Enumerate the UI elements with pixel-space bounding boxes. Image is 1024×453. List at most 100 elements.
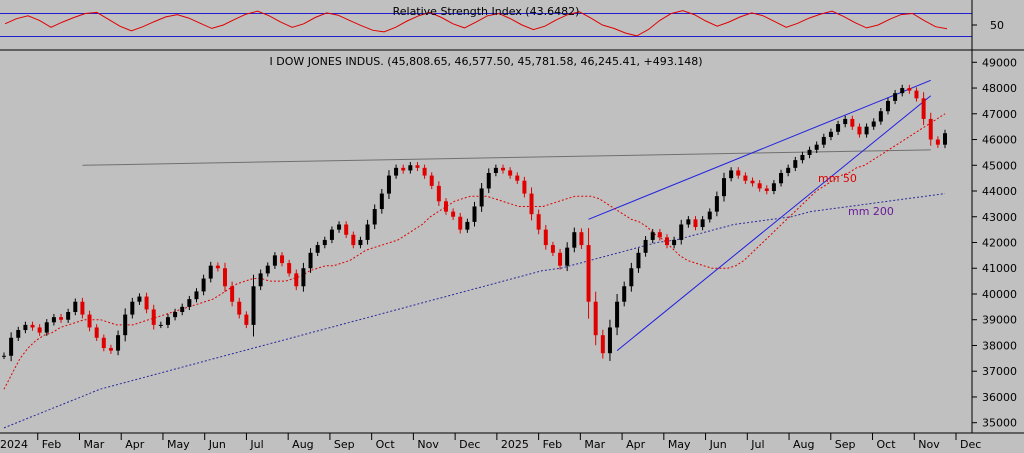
price-candle [87, 314, 92, 328]
main-title: I DOW JONES INDUS. (45,808.65, 46,577.50… [270, 55, 703, 68]
main-x-axis: 2024 Feb Mar Apr May Jun Jul Aug Sep Oct Nov Dec 202… [0, 433, 981, 451]
x-tick-label: Aug [793, 438, 814, 451]
mm200-label: mm 200 [848, 205, 894, 218]
price-candle [536, 214, 541, 230]
price-candle [287, 263, 292, 274]
price-candle [51, 317, 56, 323]
x-tick-label: Apr [125, 438, 145, 451]
price-candle [358, 239, 363, 246]
y-tick-label: 42000 [982, 237, 1017, 250]
price-candle [337, 224, 342, 230]
price-candle [793, 160, 798, 168]
price-candle [351, 234, 356, 246]
price-candle [607, 327, 612, 354]
price-candle [194, 291, 199, 300]
price-candle [465, 221, 470, 230]
y-tick-label: 49000 [982, 56, 1017, 69]
price-candle [650, 232, 655, 240]
x-tick-label: Feb [543, 438, 562, 451]
price-candle [173, 312, 178, 318]
x-tick-label: Dec [459, 438, 480, 451]
price-candle [543, 229, 548, 246]
mm200-line [3, 193, 946, 429]
y-tick-label: 48000 [982, 82, 1017, 95]
price-candle [857, 126, 862, 135]
price-candle [244, 314, 249, 325]
rsi-y-axis: 50 [972, 19, 1004, 32]
price-candle [757, 183, 762, 189]
price-candle [907, 88, 912, 91]
x-tick-label: Mar [83, 438, 104, 451]
price-candle [322, 239, 327, 246]
price-candle [679, 224, 684, 240]
price-candle [700, 219, 705, 228]
y-tick-label: 36000 [982, 391, 1017, 404]
price-candle [208, 265, 213, 279]
price-candle [101, 337, 106, 349]
x-tick-label: May [668, 438, 691, 451]
price-candle [80, 301, 85, 315]
price-candle [779, 172, 784, 184]
price-candle [814, 144, 819, 150]
price-candle [522, 180, 527, 194]
price-candle [579, 232, 584, 246]
trendline-0 [82, 149, 931, 166]
price-candle [914, 90, 919, 99]
price-candle [850, 118, 855, 127]
price-candle [707, 211, 712, 220]
price-candle [550, 245, 555, 253]
price-candle [821, 136, 826, 145]
price-candle [600, 335, 605, 354]
price-candle [422, 167, 427, 176]
x-tick-label: Oct [376, 438, 396, 451]
price-series [2, 84, 947, 362]
price-candle [558, 252, 563, 266]
price-candle [386, 175, 391, 194]
price-candle [479, 188, 484, 207]
x-tick-label: Jul [750, 438, 764, 451]
x-tick-label: Sep [334, 438, 355, 451]
price-candle [493, 167, 498, 173]
price-candle [265, 265, 270, 274]
price-candle [722, 178, 727, 197]
x-tick-label: Oct [877, 438, 897, 451]
y-tick-label: 40000 [982, 288, 1017, 301]
price-candle [37, 327, 42, 333]
price-candle [786, 167, 791, 173]
price-candle [935, 139, 940, 145]
price-candle [116, 335, 121, 351]
mm200-series [3, 193, 946, 429]
y-tick-label: 39000 [982, 314, 1017, 327]
price-candle [636, 252, 641, 269]
price-candle [664, 237, 669, 246]
price-candle [66, 312, 71, 320]
price-candle [165, 317, 170, 325]
x-tick-label: Nov [918, 438, 940, 451]
x-tick-label: Feb [42, 438, 61, 451]
price-candle [2, 355, 6, 357]
price-candle [137, 296, 142, 302]
price-candle [151, 309, 156, 325]
price-candle [344, 224, 349, 235]
rsi-tick-label: 50 [990, 19, 1004, 32]
price-candle [372, 209, 377, 225]
price-candle [878, 111, 883, 122]
price-candle [23, 324, 28, 331]
price-candle [836, 124, 841, 132]
price-candle [629, 268, 634, 287]
y-tick-label: 43000 [982, 211, 1017, 224]
price-candle [586, 245, 591, 302]
price-candle [401, 167, 406, 171]
x-tick-label: 2024 [0, 438, 28, 451]
price-candle [729, 170, 734, 179]
trendlines [82, 79, 932, 352]
price-candle [130, 301, 135, 315]
price-candle [686, 219, 691, 225]
price-candle [943, 133, 947, 145]
price-candle [415, 165, 420, 168]
price-candle [657, 232, 662, 238]
price-candle [736, 170, 741, 176]
price-candle [451, 211, 456, 217]
